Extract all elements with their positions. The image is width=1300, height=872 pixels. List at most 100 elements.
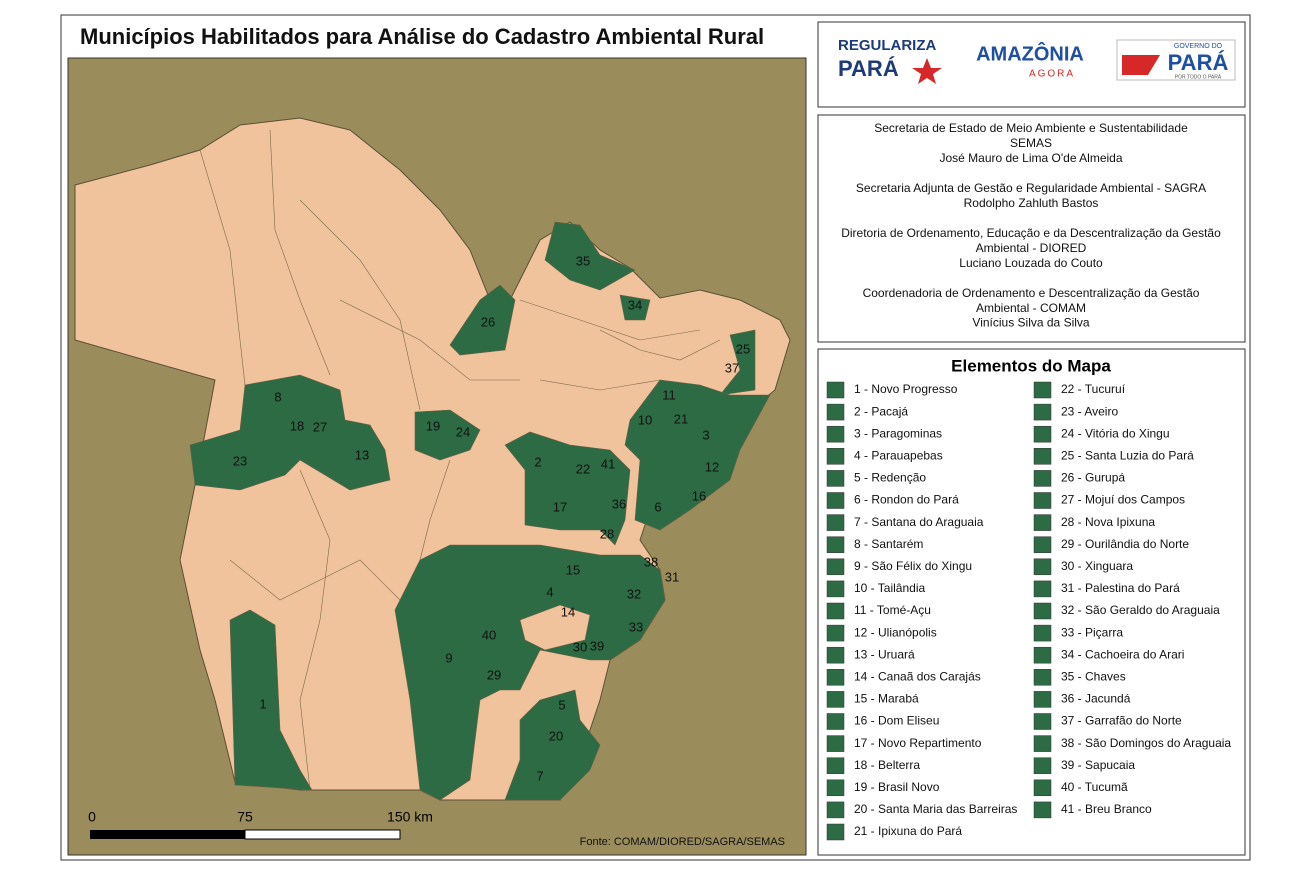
credit-line: Secretaria Adjunta de Gestão e Regularid… bbox=[856, 181, 1206, 195]
legend-item: 11 - Tomé-Açu bbox=[854, 603, 931, 617]
legend-swatch bbox=[826, 735, 845, 752]
municipality-label: 33 bbox=[629, 619, 643, 634]
credit-line: José Mauro de Lima O'de Almeida bbox=[939, 151, 1122, 165]
legend-swatch bbox=[826, 602, 845, 620]
legend-item: 16 - Dom Eliseu bbox=[854, 714, 939, 728]
credit-line: Ambiental - DIORED bbox=[976, 241, 1087, 255]
legend-item: 1 - Novo Progresso bbox=[854, 382, 958, 396]
legend-item: 8 - Santarém bbox=[854, 537, 923, 551]
legend-item: 7 - Santana do Araguaia bbox=[854, 515, 984, 529]
municipality-label: 21 bbox=[674, 411, 688, 426]
municipality-label: 22 bbox=[576, 461, 590, 476]
municipality-label: 11 bbox=[662, 387, 676, 402]
municipality-label: 15 bbox=[566, 562, 580, 577]
legend-swatch bbox=[1033, 669, 1052, 686]
municipality-label: 30 bbox=[573, 639, 587, 654]
legend-swatch bbox=[826, 779, 845, 797]
legend-swatch bbox=[1033, 779, 1052, 797]
municipality-label: 39 bbox=[590, 638, 604, 653]
legend-swatch bbox=[1033, 757, 1052, 774]
credit-line: Secretaria de Estado de Meio Ambiente e … bbox=[874, 121, 1188, 135]
municipality-label: 28 bbox=[600, 526, 614, 541]
legend-swatch bbox=[1033, 381, 1052, 399]
municipality-label: 3 bbox=[702, 427, 709, 442]
municipality-label: 10 bbox=[638, 412, 652, 427]
legend-item: 29 - Ourilândia do Norte bbox=[1061, 537, 1189, 551]
municipality-label: 35 bbox=[576, 253, 590, 268]
municipality-label: 12 bbox=[705, 459, 719, 474]
legend-item: 9 - São Félix do Xingu bbox=[854, 559, 972, 573]
municipality-label: 7 bbox=[536, 768, 543, 783]
legend-title: Elementos do Mapa bbox=[951, 356, 1111, 375]
municipality-label: 40 bbox=[482, 627, 496, 642]
legend-item: 15 - Marabá bbox=[854, 692, 919, 706]
legend-item: 12 - Ulianópolis bbox=[854, 625, 937, 639]
legend-swatch bbox=[1033, 514, 1052, 531]
municipality-label: 23 bbox=[233, 453, 247, 468]
municipality-label: 8 bbox=[274, 389, 281, 404]
legend-swatch bbox=[826, 536, 845, 553]
legend-swatch bbox=[826, 713, 845, 730]
legend-item: 10 - Tailândia bbox=[854, 581, 925, 595]
credit-line: Coordenadoria de Ordenamento e Descentra… bbox=[863, 286, 1200, 300]
municipality-label: 13 bbox=[355, 447, 369, 462]
logo-text: POR TODO O PARÁ bbox=[1175, 73, 1222, 80]
logo-text: PARÁ bbox=[1168, 50, 1229, 75]
municipality-label: 29 bbox=[487, 667, 501, 682]
municipality-label: 26 bbox=[481, 314, 495, 329]
logo-text: AGORA bbox=[1029, 69, 1075, 80]
municipality-label: 16 bbox=[692, 488, 706, 503]
logo-text: GOVERNO DO bbox=[1174, 43, 1223, 50]
municipality-label: 38 bbox=[644, 554, 658, 569]
legend-swatch bbox=[826, 425, 845, 443]
municipality-label: 31 bbox=[665, 569, 679, 584]
legend-swatch bbox=[1033, 470, 1052, 487]
legend-swatch bbox=[826, 669, 845, 686]
legend-swatch bbox=[826, 403, 845, 421]
credit-line: Vinícius Silva da Silva bbox=[972, 316, 1089, 330]
scale-bar-white bbox=[244, 829, 401, 840]
legend-swatch bbox=[826, 823, 845, 841]
legend-item: 31 - Palestina do Pará bbox=[1061, 581, 1180, 595]
legend-swatch bbox=[1033, 536, 1052, 553]
legend-item: 24 - Vitória do Xingu bbox=[1061, 426, 1170, 440]
municipality-label: 18 bbox=[290, 418, 304, 433]
legend-swatch bbox=[1033, 448, 1052, 465]
legend-swatch bbox=[826, 580, 845, 598]
legend-item: 18 - Belterra bbox=[854, 758, 920, 772]
municipality-label: 6 bbox=[654, 499, 661, 514]
legend-swatch bbox=[826, 691, 845, 708]
legend-swatch bbox=[1033, 801, 1052, 819]
legend: 1 - Novo Progresso 2 - Pacajá 3 - Paragomi… bbox=[826, 381, 1231, 841]
credits: Secretaria de Estado de Meio Ambiente e … bbox=[841, 121, 1221, 330]
credit-line: Rodolpho Zahluth Bastos bbox=[964, 196, 1099, 210]
logo-star bbox=[912, 58, 942, 84]
legend-item: 30 - Xinguara bbox=[1061, 559, 1133, 573]
legend-item: 40 - Tucumã bbox=[1061, 780, 1128, 794]
scale-label: 150 km bbox=[387, 809, 433, 825]
legend-item: 20 - Santa Maria das Barreiras bbox=[854, 802, 1017, 816]
legend-item: 2 - Pacajá bbox=[854, 404, 908, 418]
municipality-label: 4 bbox=[546, 584, 553, 599]
legend-swatch bbox=[1033, 646, 1052, 664]
map-title: Municípios Habilitados para Análise do C… bbox=[80, 24, 764, 49]
municipality-label: 19 bbox=[426, 418, 440, 433]
municipality-label: 9 bbox=[445, 650, 452, 665]
legend-swatch bbox=[826, 624, 845, 642]
legend-item: 23 - Aveiro bbox=[1061, 404, 1118, 418]
legend-item: 13 - Uruará bbox=[854, 647, 915, 661]
non-enabled bbox=[519, 604, 591, 651]
logo-flag bbox=[1122, 55, 1160, 75]
legend-swatch bbox=[1033, 492, 1052, 509]
legend-swatch bbox=[1033, 580, 1052, 598]
logo-text: AMAZÔNIA bbox=[976, 41, 1084, 65]
legend-item: 17 - Novo Repartimento bbox=[854, 736, 982, 750]
legend-item: 22 - Tucuruí bbox=[1061, 382, 1126, 396]
legend-item: 14 - Canaã dos Carajás bbox=[854, 669, 981, 683]
legend-item: 41 - Breu Branco bbox=[1061, 802, 1152, 816]
municipality-label: 1 bbox=[259, 696, 266, 711]
legend-item: 38 - São Domingos do Araguaia bbox=[1061, 736, 1231, 750]
